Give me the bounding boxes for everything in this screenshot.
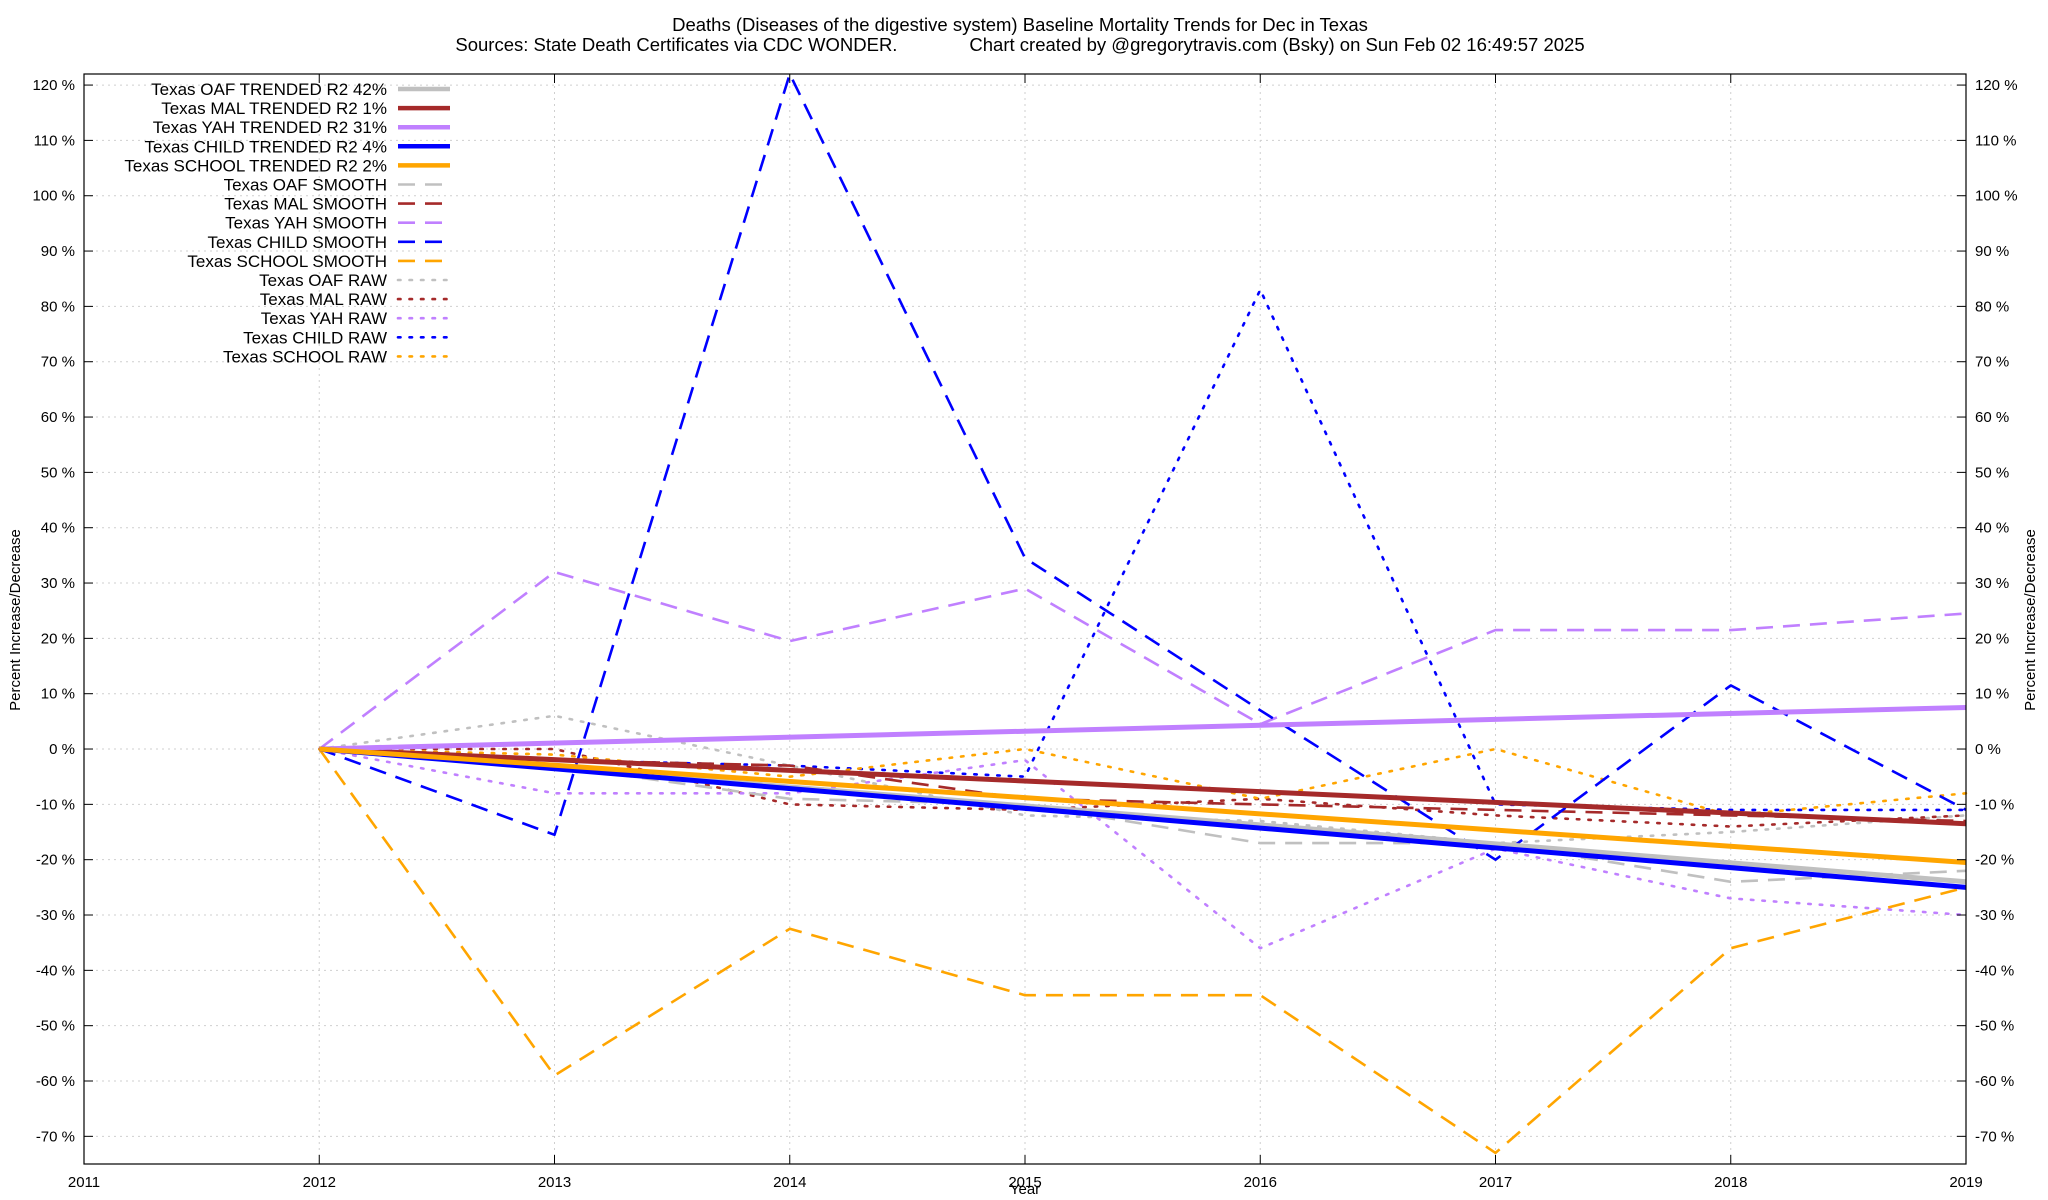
x-tick-label: 2011: [68, 1174, 100, 1191]
x-tick-label: 2016: [1244, 1174, 1277, 1191]
y-tick-label: 0 %: [49, 741, 75, 758]
series-line-texas-school-smooth: [318, 748, 1967, 1155]
y-tick-label-right: -10 %: [1975, 796, 2014, 813]
y-tick-label: 90 %: [41, 243, 75, 260]
legend-label: Texas MAL TRENDED R2 1%: [161, 99, 387, 118]
series-line-texas-yah-trended-r2-31: [319, 705, 1967, 752]
series-line-texas-child-trended-r2-4: [319, 746, 1967, 890]
y-tick-label: 20 %: [41, 630, 75, 647]
y-tick-label: -50 %: [36, 1018, 75, 1035]
x-tick-label: 2017: [1479, 1174, 1512, 1191]
legend: Texas OAF TRENDED R2 42%Texas MAL TRENDE…: [124, 80, 452, 366]
y-tick-label-right: -20 %: [1975, 852, 2014, 869]
x-axis-label: Year: [1010, 1181, 1040, 1198]
y-tick-label-right: 110 %: [1975, 132, 2016, 149]
y-tick-label: -70 %: [36, 1128, 75, 1145]
y-tick-label-right: 10 %: [1975, 686, 2009, 703]
x-tick-label: 2012: [303, 1174, 336, 1191]
legend-label: Texas MAL SMOOTH: [224, 195, 387, 214]
legend-label: Texas OAF TRENDED R2 42%: [151, 80, 387, 99]
chart-subtitle: Sources: State Death Certificates via CD…: [455, 34, 1584, 55]
legend-label: Texas CHILD SMOOTH: [208, 233, 387, 252]
y-tick-label: -60 %: [36, 1073, 75, 1090]
y-tick-label-right: 80 %: [1975, 298, 2009, 315]
series-line-texas-school-raw: [317, 747, 1968, 817]
legend-label: Texas SCHOOL SMOOTH: [187, 252, 387, 271]
y-tick-label-right: 120 %: [1975, 77, 2018, 94]
series-line-texas-yah-raw: [317, 747, 1968, 950]
x-tick-label: 2014: [773, 1174, 806, 1191]
legend-label: Texas YAH RAW: [261, 309, 387, 328]
y-tick-label: 120 %: [32, 77, 75, 94]
y-tick-label-right: 40 %: [1975, 520, 2009, 537]
y-tick-label-right: -40 %: [1975, 962, 2014, 979]
series-line-texas-child-raw: [317, 288, 1968, 812]
y-axis-label: Percent Increase/Decrease: [7, 529, 24, 711]
legend-label: Texas CHILD RAW: [243, 328, 387, 347]
y-tick-label-right: 60 %: [1975, 409, 2009, 426]
legend-label: Texas SCHOOL TRENDED R2 2%: [124, 156, 387, 175]
y-tick-label-right: 30 %: [1975, 575, 2009, 592]
y-tick-label-right: 50 %: [1975, 464, 2009, 481]
x-tick-label: 2019: [1949, 1174, 1982, 1191]
legend-label: Texas YAH TRENDED R2 31%: [153, 118, 387, 137]
legend-label: Texas YAH SMOOTH: [225, 214, 387, 233]
x-tick-label: 2018: [1714, 1174, 1747, 1191]
series-line-texas-oaf-raw: [317, 714, 1968, 845]
legend-label: Texas OAF SMOOTH: [224, 176, 387, 195]
y-tick-label-right: -30 %: [1975, 907, 2014, 924]
y-tick-label-right: 70 %: [1975, 354, 2009, 371]
y-tick-label: 30 %: [41, 575, 75, 592]
y-tick-label-right: -70 %: [1975, 1128, 2014, 1145]
y-tick-label: 110 %: [34, 132, 75, 149]
series-lines: [317, 72, 1968, 1155]
chart-title: Deaths (Diseases of the digestive system…: [672, 14, 1368, 35]
y-tick-label-right: 0 %: [1975, 741, 2001, 758]
y-tick-label-right: -50 %: [1975, 1018, 2014, 1035]
x-tick-label: 2013: [538, 1174, 571, 1191]
series-line-texas-school-trended-r2-2: [319, 746, 1967, 865]
y-tick-label: -20 %: [36, 852, 75, 869]
series-line-texas-mal-trended-r2-1: [319, 746, 1967, 827]
y-tick-label: 100 %: [32, 188, 75, 205]
y-tick-label: -40 %: [36, 962, 75, 979]
legend-label: Texas MAL RAW: [260, 290, 387, 309]
y-tick-label: 70 %: [41, 354, 75, 371]
legend-label: Texas SCHOOL RAW: [223, 347, 387, 366]
y-tick-label: 40 %: [41, 520, 75, 537]
y-tick-label-right: -60 %: [1975, 1073, 2014, 1090]
y-tick-label: 50 %: [41, 464, 75, 481]
series-line-texas-yah-smooth: [318, 570, 1967, 751]
legend-label: Texas CHILD TRENDED R2 4%: [145, 137, 387, 156]
y-axis-label-right: Percent Increase/Decrease: [2022, 529, 2039, 711]
y-tick-label-right: 20 %: [1975, 630, 2009, 647]
y-tick-label-right: 100 %: [1975, 188, 2018, 205]
y-tick-label: 80 %: [41, 298, 75, 315]
legend-label: Texas OAF RAW: [259, 271, 387, 290]
y-tick-label: -10 %: [36, 796, 75, 813]
y-tick-label: 60 %: [41, 409, 75, 426]
y-tick-label: -30 %: [36, 907, 75, 924]
y-tick-label-right: 90 %: [1975, 243, 2009, 260]
axis-ticks: -70 % -70 % -60 % -60 % -50 % -50 % -40 % -40 %…: [32, 74, 2018, 1191]
y-tick-label: 10 %: [41, 686, 75, 703]
x-tick-label: 2015: [1008, 1174, 1041, 1191]
